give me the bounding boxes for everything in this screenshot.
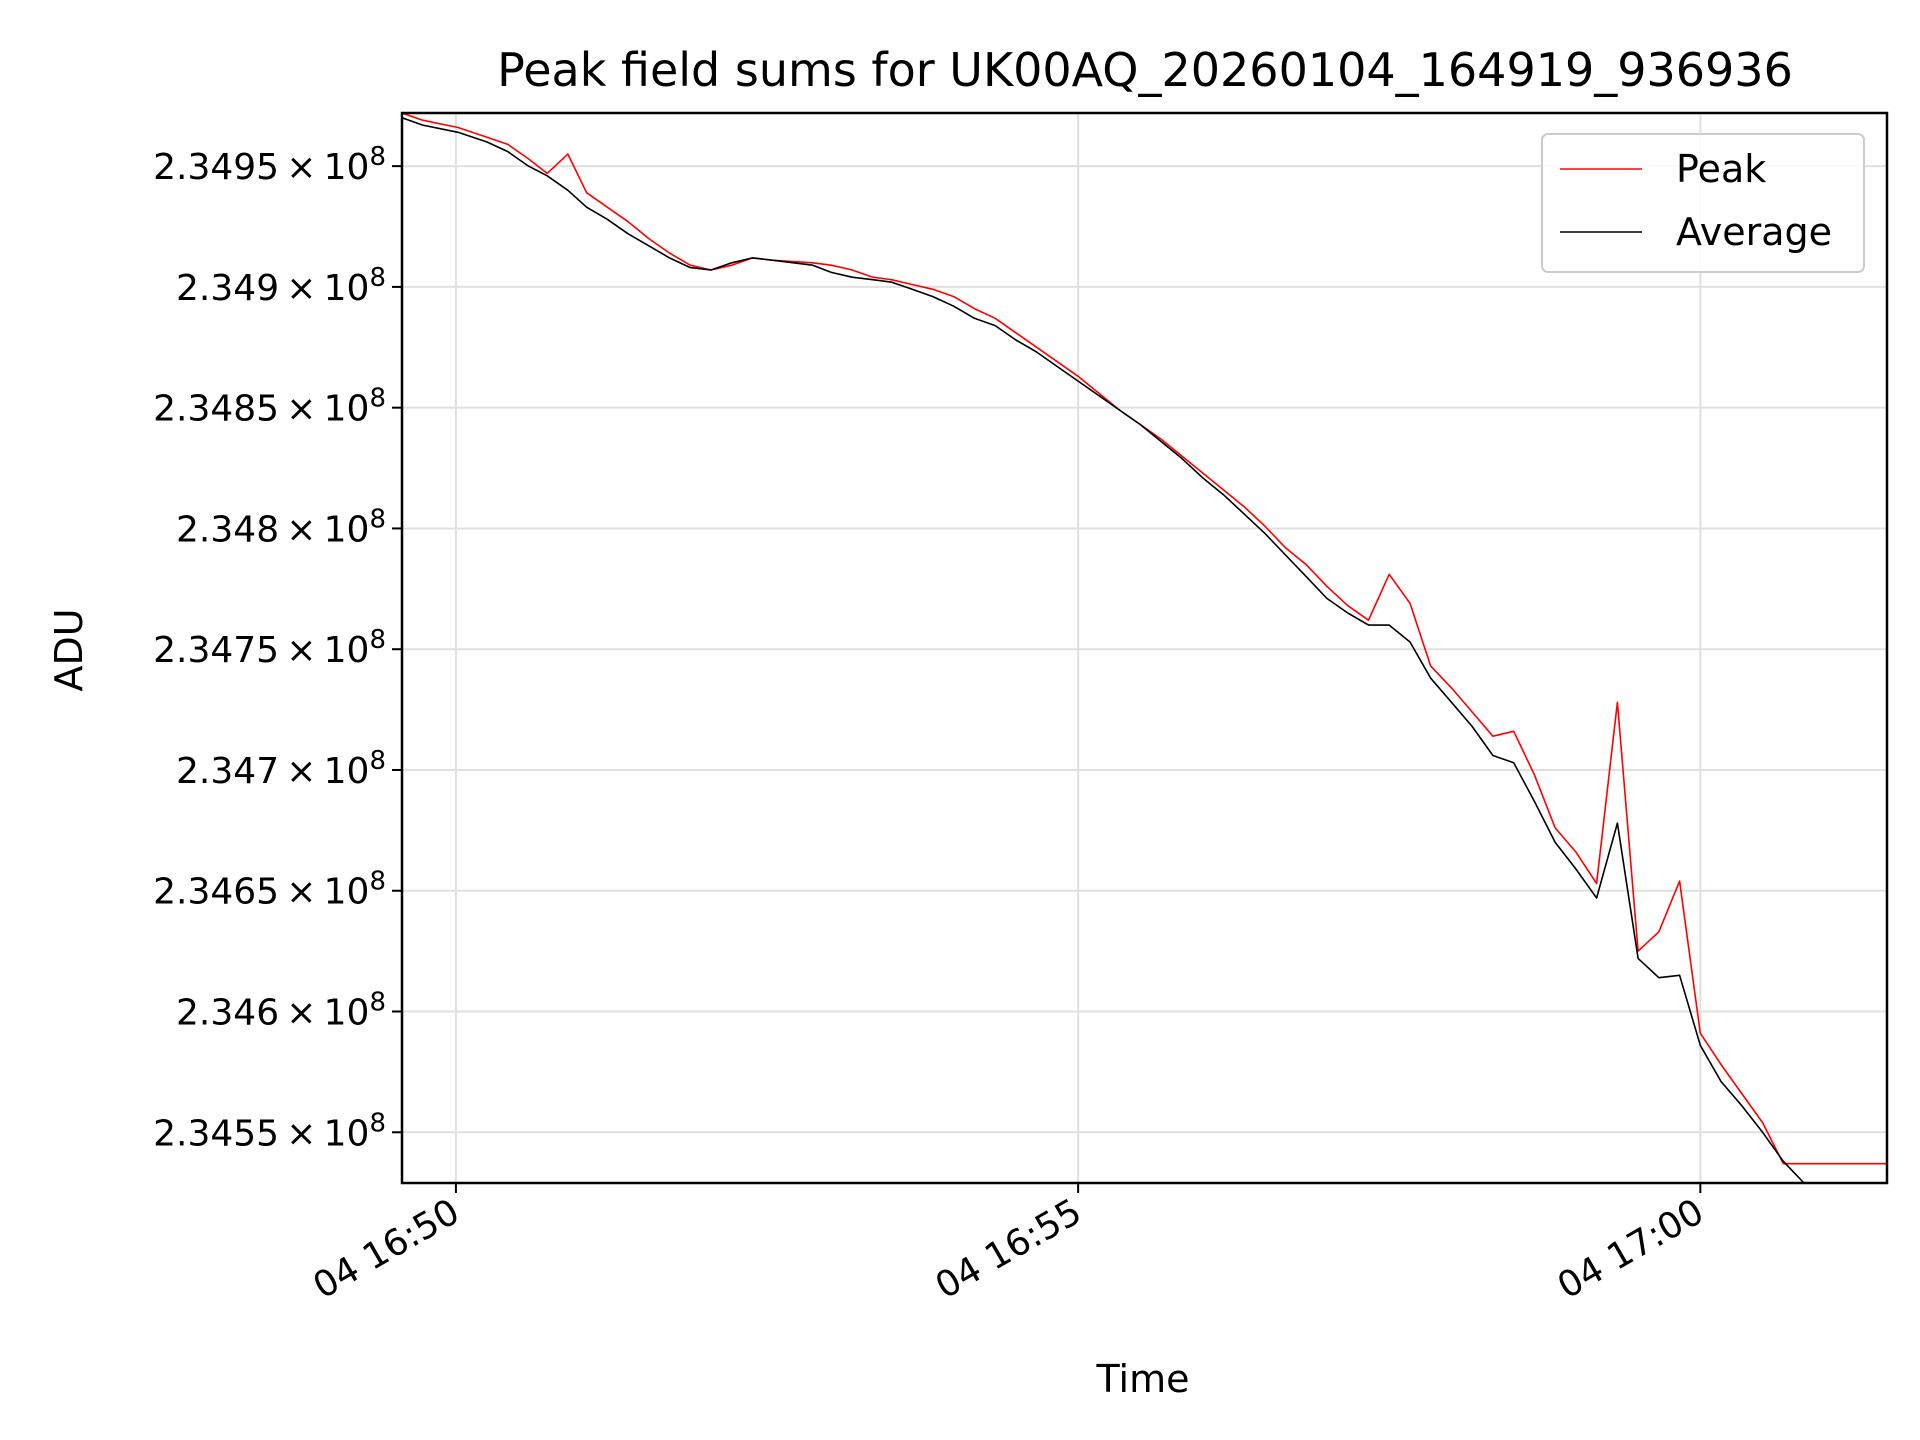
y-tick-label: 2.348 × 108 (176, 504, 386, 550)
legend-label-average: Average (1676, 210, 1832, 254)
legend: Peak Average (1541, 133, 1865, 273)
series-layer (402, 113, 1887, 1183)
y-tick-label: 2.3465 × 108 (153, 867, 386, 913)
grid (402, 113, 1887, 1183)
y-tick-label: 2.3475 × 108 (153, 625, 386, 671)
x-axis-label: Time (1096, 1357, 1190, 1401)
plot-frame (400, 111, 1889, 1185)
y-axis: 2.3455 × 108 2.346 × 108 2.3465 × 108 2.347… (153, 142, 402, 1154)
series-line-average (402, 117, 1805, 1183)
y-tick-label: 2.3495 × 108 (153, 142, 386, 188)
y-tick-label: 2.347 × 108 (176, 746, 386, 792)
legend-label-peak: Peak (1676, 147, 1766, 191)
y-tick-label: 2.349 × 108 (176, 263, 386, 309)
y-tick-label: 2.3455 × 108 (153, 1108, 386, 1154)
chart-title: Peak field sums for UK00AQ_20260104_1649… (497, 43, 1793, 97)
y-tick-label: 2.3485 × 108 (153, 384, 386, 430)
y-tick-label: 2.346 × 108 (176, 988, 386, 1034)
y-axis-label: ADU (47, 608, 91, 691)
